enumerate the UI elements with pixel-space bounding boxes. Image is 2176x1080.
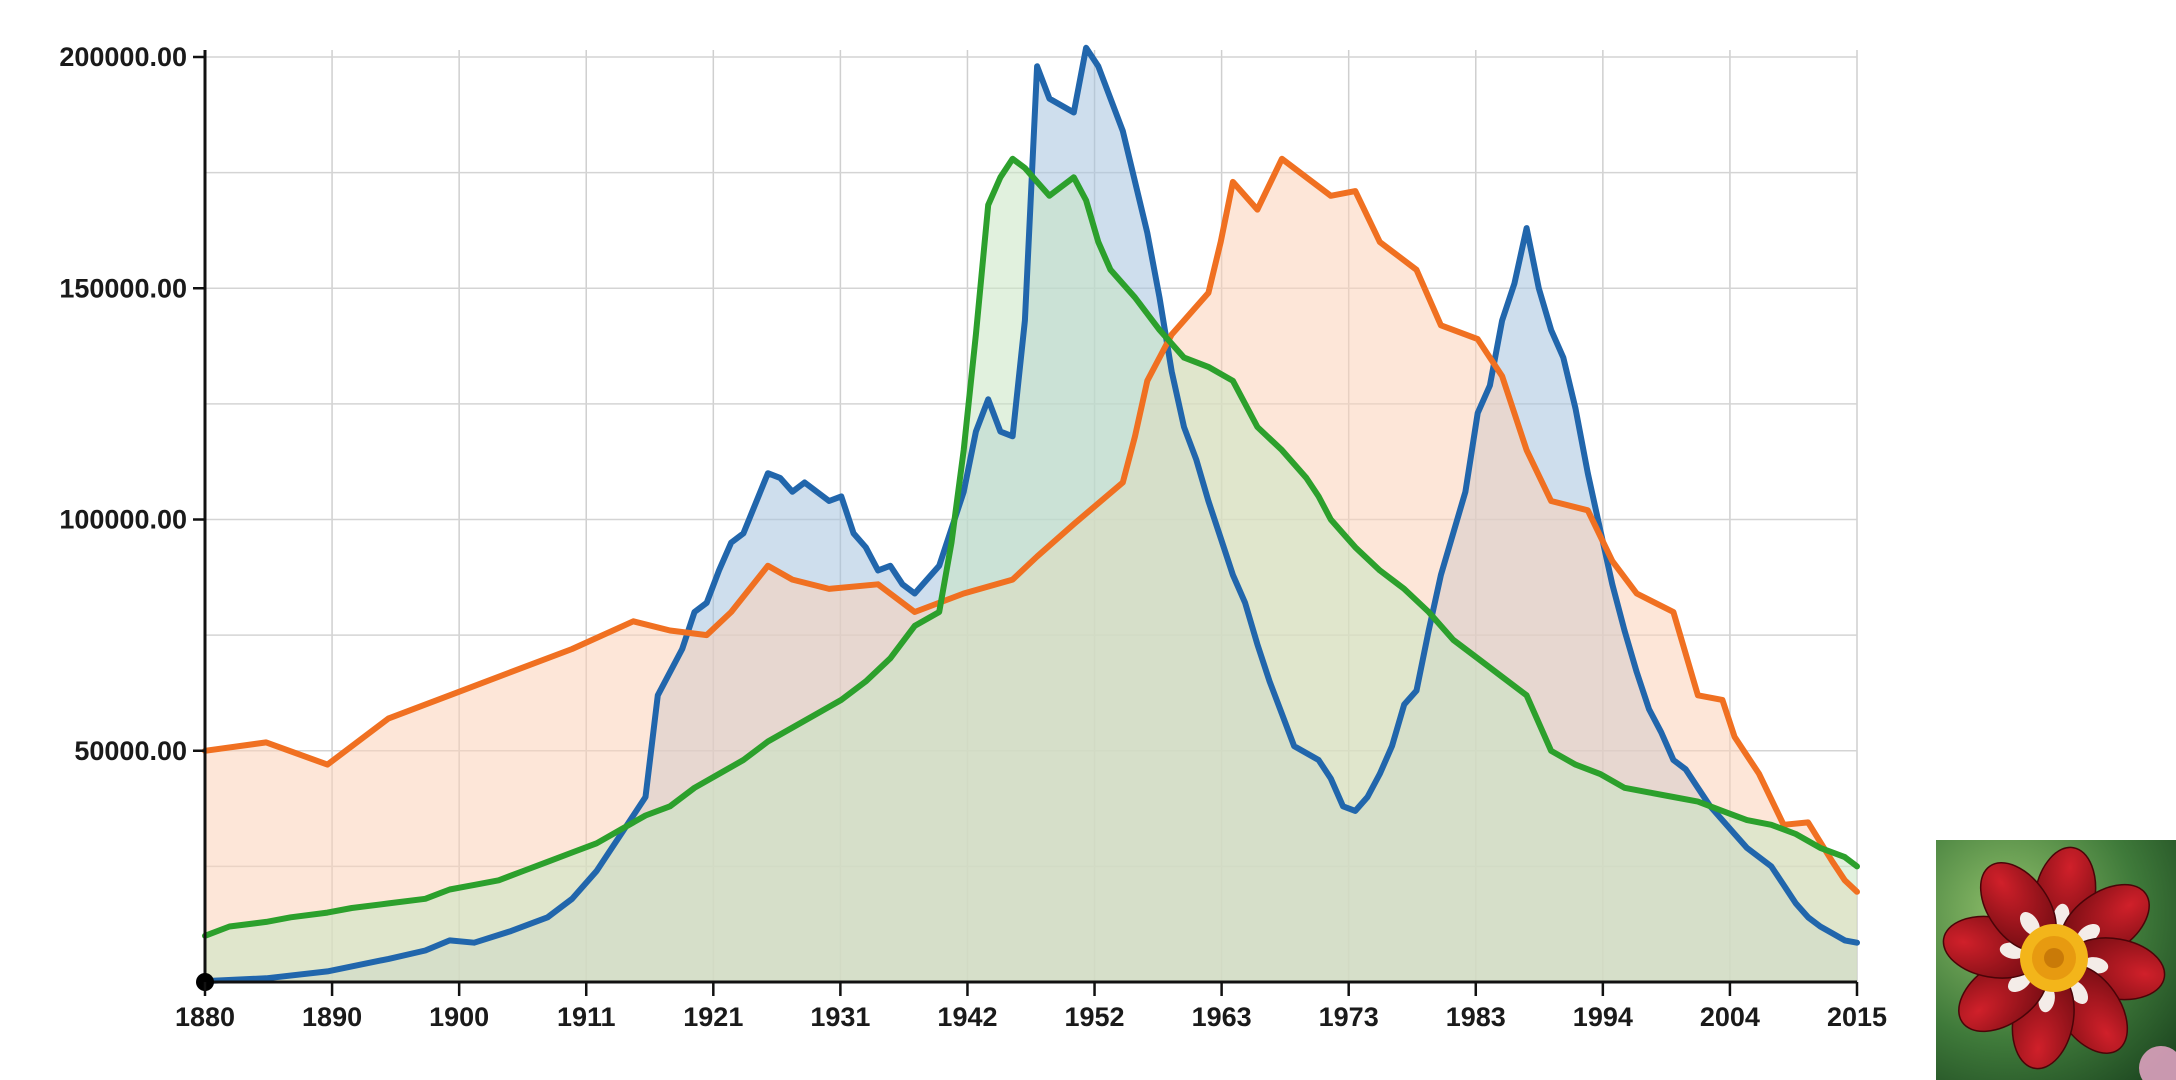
x-tick-label: 1983 [1446, 1002, 1506, 1032]
x-tick-label: 2015 [1827, 1002, 1887, 1032]
series-line-0 [202, 44, 1860, 985]
y-tick-label: 200000.00 [59, 42, 187, 72]
x-tick-label: 1890 [302, 1002, 362, 1032]
x-tick-label: 1973 [1319, 1002, 1379, 1032]
x-tick-label: 1911 [557, 1002, 616, 1032]
series-line-2 [202, 155, 1860, 939]
flower-thumbnail [1936, 840, 2176, 1080]
x-tick-label: 1994 [1573, 1002, 1633, 1032]
x-tick-label: 1880 [175, 1002, 235, 1032]
x-tick-label: 2004 [1700, 1002, 1760, 1032]
y-tick-label: 150000.00 [59, 273, 187, 303]
y-tick-label: 100000.00 [59, 505, 187, 535]
x-tick-label: 1931 [810, 1002, 870, 1032]
series-lines [202, 44, 1860, 985]
x-tick-label: 1942 [937, 1002, 997, 1032]
ticks: 1880 1890 1900 1911 1921 1931 1942 1952 1963 1973… [59, 42, 1887, 1032]
series-area-2 [205, 158, 1857, 983]
series-line-1 [202, 155, 1860, 895]
x-tick-label: 1921 [683, 1002, 743, 1032]
dahlia-flower-icon [1936, 840, 2176, 1080]
x-tick-label: 1952 [1064, 1002, 1124, 1032]
y-tick-label: 50000.00 [74, 736, 187, 766]
x-tick-label: 1900 [429, 1002, 489, 1032]
x-tick-label: 1963 [1192, 1002, 1252, 1032]
series-fills [205, 47, 1857, 983]
